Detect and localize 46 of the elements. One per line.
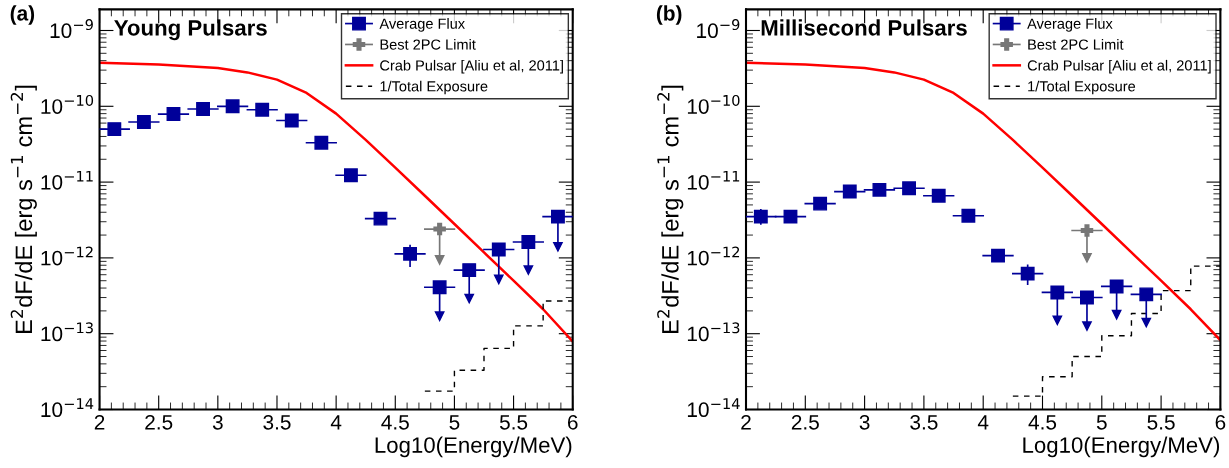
y-tick-label: 10$^{−13}$ <box>41 322 93 342</box>
x-tick-label: 5.5 <box>1147 415 1175 430</box>
x-tick-label: 2.5 <box>145 414 173 430</box>
x-tick-label: 4 <box>977 415 989 430</box>
y-tick-label: 10$^{−11}$ <box>687 170 740 190</box>
x-tick-label: 4 <box>330 415 342 430</box>
y-tick-label: 10$^{−9}$ <box>697 19 740 39</box>
y-tick-label: 10$^{−11}$ <box>41 170 93 190</box>
legend-label: Average Flux <box>1027 18 1113 32</box>
y-tick-label: 10$^{−10}$ <box>687 94 740 114</box>
x-tick-label: 3.5 <box>263 414 291 430</box>
y-tick-label: 10$^{−12}$ <box>687 246 740 266</box>
x-axis-title: Log10(Energy/MeV) <box>1023 436 1220 458</box>
legend-label: 1/Total Exposure <box>380 80 488 95</box>
legend-label: Crab Pulsar [Aliu et al, 2011] <box>1027 59 1211 74</box>
y-tick-label: 10$^{−13}$ <box>687 322 740 342</box>
y-tick-label: 10$^{−9}$ <box>50 19 93 39</box>
text: (b) <box>656 5 682 25</box>
legend-label: Crab Pulsar [Aliu et al, 2011] <box>380 59 563 74</box>
y-tick-label: 10$^{−10}$ <box>41 94 94 114</box>
x-tick-label: 3.5 <box>910 414 938 430</box>
y-tick-label: 10$^{−12}$ <box>41 246 93 266</box>
x-tick-label: 5 <box>449 415 460 430</box>
x-axis-title: Log10(Energy/MeV) <box>375 436 572 458</box>
x-tick-label: 5.5 <box>499 415 528 430</box>
text: (a) <box>10 5 35 25</box>
y-axis-title: E$^{2}$dF/dE [erg s$^{−1}$ cm$^{−2}$] <box>657 85 684 333</box>
legend-label: Average Flux <box>379 18 465 32</box>
y-tick-label: 10$^{−14}$ <box>687 398 740 418</box>
y-axis-title: E$^{2}$dF/dE [erg s$^{−1}$ cm$^{−2}$] <box>10 85 37 333</box>
x-tick-label: 3 <box>212 414 223 430</box>
x-tick-label: 6 <box>1215 414 1226 430</box>
chart-title: Millisecond Pulsars <box>761 19 967 36</box>
x-tick-label: 3 <box>859 414 870 430</box>
x-tick-label: 2 <box>741 414 751 430</box>
x-tick-label: 2.5 <box>791 414 819 430</box>
legend-label: Best 2PC Limit <box>380 39 476 50</box>
y-tick-label: 10$^{−14}$ <box>41 398 94 418</box>
legend-label: 1/Total Exposure <box>1028 80 1136 95</box>
x-tick-label: 5 <box>1096 415 1107 430</box>
legend-label: Best 2PC Limit <box>1028 39 1124 50</box>
chart-title: Young Pulsars <box>114 19 267 41</box>
x-tick-label: 6 <box>567 414 578 430</box>
x-tick-label: 4.5 <box>1028 415 1057 430</box>
x-tick-label: 4.5 <box>381 415 409 430</box>
x-tick-label: 2 <box>94 414 105 430</box>
